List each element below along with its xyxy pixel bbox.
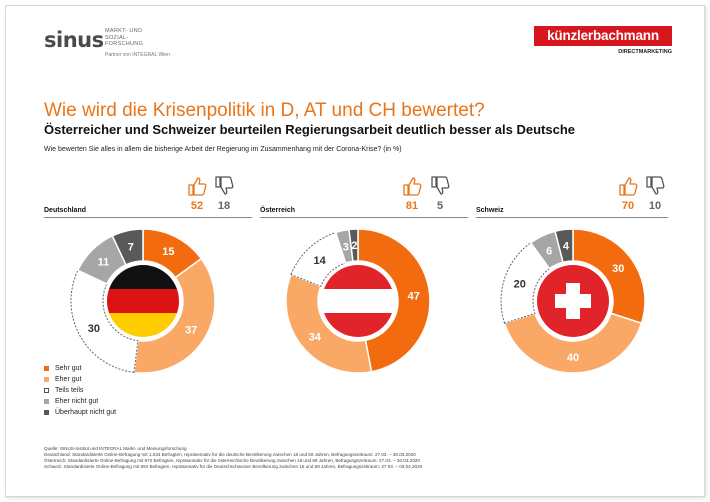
flag-germany <box>107 265 179 337</box>
donut-label-eher-gut: 37 <box>185 325 197 337</box>
donut-label-ueberhaupt-nicht-gut: 4 <box>563 240 570 252</box>
sinus-tagline-3: FORSCHUNG <box>105 41 144 47</box>
flag-switzerland <box>537 265 609 337</box>
sinus-partner: Partner von INTEGRAL Wien <box>105 52 170 58</box>
panel-divider <box>260 217 468 218</box>
legend-item: Eher nicht gut <box>44 396 116 407</box>
legend-label: Sehr gut <box>55 365 82 372</box>
donut-label-eher-gut: 34 <box>309 332 322 344</box>
legend-swatch <box>44 366 49 371</box>
panel-title-oesterreich: Österreich <box>260 207 296 214</box>
source-line: Schweiz: Standardisierte Online-Befragun… <box>44 464 423 469</box>
panel-divider <box>44 217 252 218</box>
thumbs-down-value-oesterreich: 5 <box>436 200 444 212</box>
survey-question: Wie bewerten Sie alles in allem die bish… <box>44 146 402 153</box>
sinus-tagline-1: MARKT- UND <box>105 28 143 34</box>
page-subtitle: Österreicher und Schweizer beurteilen Re… <box>44 122 576 137</box>
legend-item: Eher gut <box>44 374 116 385</box>
legend-swatch <box>44 410 49 415</box>
donut-segment-ueberhaupt-nicht-gut <box>348 228 359 263</box>
donut-label-eher-nicht-gut: 6 <box>546 245 552 257</box>
donut-label-teils-teils: 20 <box>514 279 526 291</box>
donut-segment-teils-teils <box>500 242 551 324</box>
panel-title-deutschland: Deutschland <box>44 207 87 214</box>
donut-segment-eher-gut <box>503 312 643 374</box>
legend-swatch <box>44 377 49 382</box>
donut-label-eher-nicht-gut: 3 <box>343 241 349 253</box>
source-line: Österreich: Standardisierte Online-Befra… <box>44 458 420 463</box>
sinus-tagline-2: SOZIAL- <box>105 34 129 41</box>
legend-label: Eher gut <box>55 376 82 383</box>
legend-item: Überhaupt nicht gut <box>44 407 116 418</box>
donut-label-ueberhaupt-nicht-gut: 7 <box>128 241 134 253</box>
sinus-logo: sinus <box>44 28 104 52</box>
donut-label-sehr-gut: 15 <box>162 246 174 258</box>
donut-segment-sehr-gut <box>572 228 646 325</box>
donut-label-eher-nicht-gut: 11 <box>98 256 110 268</box>
legend-label: Eher nicht gut <box>55 398 99 405</box>
donut-segment-ueberhaupt-nicht-gut <box>554 228 574 264</box>
donut-segment-teils-teils <box>70 269 139 373</box>
donut-segment-ueberhaupt-nicht-gut <box>111 228 144 266</box>
legend-item: Teils teils <box>44 385 116 396</box>
thumbs-up-value-schweiz: 70 <box>621 200 635 212</box>
thumbs-down-value-schweiz: 10 <box>648 200 662 212</box>
donut-segment-sehr-gut <box>357 228 431 373</box>
panel-title-schweiz: Schweiz <box>476 207 504 214</box>
legend-label: Überhaupt nicht gut <box>55 409 117 416</box>
donut-segment-eher-gut <box>285 273 373 374</box>
donut-label-sehr-gut: 47 <box>408 291 420 303</box>
legend-label: Teils teils <box>55 387 84 394</box>
sinus-tagline: MARKT- UND SOZIAL- FORSCHUNG <box>105 28 165 48</box>
thumbs-down-icon <box>215 176 234 195</box>
donut-segment-eher-gut <box>133 257 216 374</box>
legend-item: Sehr gut <box>44 363 116 374</box>
thumbs-up-value-deutschland: 52 <box>190 200 204 212</box>
thumbs-down-icon <box>431 176 450 195</box>
thumbs-up-icon <box>619 177 638 196</box>
flag-austria <box>322 265 394 337</box>
source-line: Deutschland: Standardisierte Online-Befr… <box>44 452 416 457</box>
legend: Sehr gut Eher gut Teils teils Eher nicht… <box>44 363 116 418</box>
thumbs-up-icon <box>188 177 207 196</box>
page-title: Wie wird die Krisenpolitik in D, AT und … <box>44 100 485 121</box>
thumbs-down-icon <box>646 176 665 195</box>
panel-divider <box>476 217 668 218</box>
sources: Quelle: SINUS-Institut und INTEGRAL Mark… <box>44 446 422 470</box>
kb-logo: künzlerbachmann <box>534 26 672 46</box>
thumbs-up-icon <box>403 177 422 196</box>
donut-label-ueberhaupt-nicht-gut: 2 <box>351 240 357 252</box>
donut-label-sehr-gut: 30 <box>612 263 624 275</box>
donut-label-teils-teils: 30 <box>88 323 100 335</box>
source-line: Quelle: SINUS-Institut und INTEGRAL Mark… <box>44 446 187 451</box>
donut-label-teils-teils: 14 <box>314 255 327 267</box>
legend-swatch <box>44 388 49 393</box>
kb-sub: DIRECTMARKETING <box>618 49 672 55</box>
thumbs-down-value-deutschland: 18 <box>217 200 231 212</box>
legend-swatch <box>44 399 49 404</box>
thumbs-up-value-oesterreich: 81 <box>405 200 419 212</box>
donut-label-eher-gut: 40 <box>567 352 579 364</box>
